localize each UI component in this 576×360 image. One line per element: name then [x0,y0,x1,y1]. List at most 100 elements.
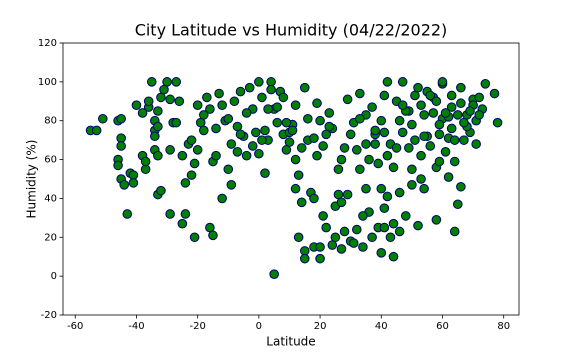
point [376,115,387,126]
point [247,141,258,151]
point [351,224,362,235]
point [309,193,319,204]
y-tick-label: 80 [44,116,57,127]
x-tick-label: -20 [189,321,205,332]
point [443,172,454,182]
point [293,232,304,243]
point [437,77,448,87]
y-tick-label: 100 [38,77,57,88]
point [449,156,460,167]
point [156,185,166,196]
point [165,94,175,105]
point [400,211,411,221]
point [394,226,405,237]
point [146,77,157,87]
point [91,125,102,136]
point [397,127,408,138]
point [318,141,328,151]
x-tick-label: 0 [256,321,262,332]
point [474,92,485,103]
point [180,209,191,219]
point [260,168,270,178]
point [361,139,371,149]
point [465,106,475,116]
point [431,215,442,225]
point [425,90,436,101]
point [205,104,215,114]
point [480,79,491,89]
point [244,82,255,93]
point [312,98,322,109]
point [257,92,267,103]
point [456,82,466,93]
point [192,145,203,155]
point [407,119,417,130]
point [351,145,362,155]
point [153,106,163,116]
point [379,222,390,233]
point [290,154,301,165]
point [355,88,365,99]
point [355,164,365,175]
point [217,100,227,110]
point [342,94,353,105]
y-tick-label: 0 [51,271,57,282]
point [382,191,393,202]
x-tick-label: -40 [128,321,144,332]
point [269,269,279,280]
point [260,125,270,136]
point [229,96,240,107]
point [272,117,283,128]
point [416,100,426,110]
point [388,218,399,229]
point [281,117,292,128]
point [413,220,423,231]
point [364,154,374,165]
point [474,110,485,120]
point [226,180,237,190]
point [290,100,301,110]
point [449,135,460,145]
point [376,248,387,258]
point [449,226,460,237]
point [263,104,273,114]
point [315,242,325,252]
point [330,232,341,243]
point [278,92,289,103]
point [339,143,350,153]
point [489,88,500,99]
y-tick-label: -20 [41,310,57,321]
point [318,211,328,221]
point [116,141,126,151]
point [162,77,172,87]
point [391,143,402,153]
point [290,183,301,194]
point [235,86,246,97]
point [122,209,133,219]
point [131,100,142,110]
point [150,131,160,142]
point [425,141,436,151]
point [171,117,182,128]
point [434,156,445,167]
point [235,129,246,140]
point [370,139,380,149]
x-tick-label: 40 [375,321,388,332]
x-axis-label: Latitude [266,335,315,349]
y-tick-label: 120 [38,38,57,49]
point [459,135,469,145]
point [223,164,234,175]
point [232,147,243,157]
point [394,187,405,198]
point [440,147,451,157]
point [410,135,420,145]
point [431,96,442,107]
point [416,174,426,184]
point [189,158,200,169]
point [226,139,237,149]
y-tick-label: 20 [44,232,57,243]
point [333,164,344,175]
point [452,199,463,210]
point [128,178,139,188]
